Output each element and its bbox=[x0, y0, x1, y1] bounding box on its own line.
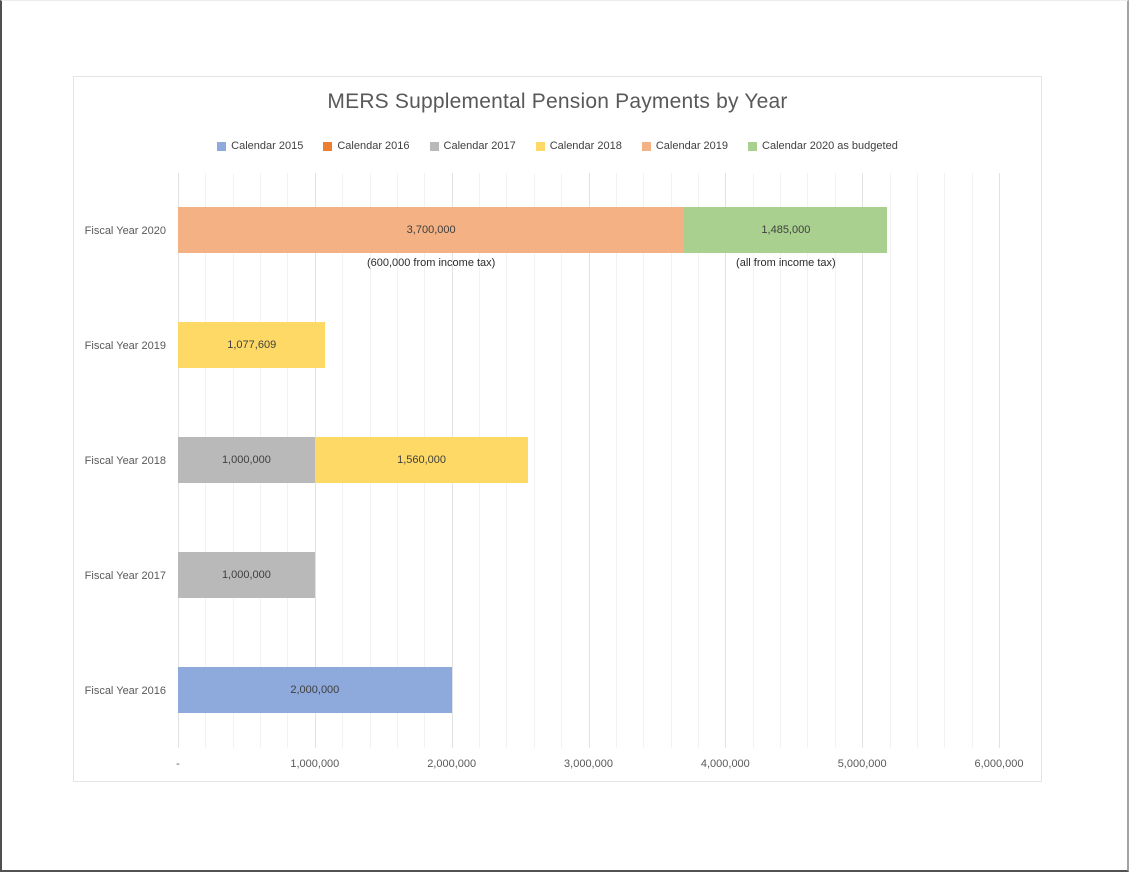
legend-item-4: Calendar 2018 bbox=[535, 140, 622, 152]
plot-area: 3,700,000 1,485,000 (600,000 from income t… bbox=[178, 173, 1000, 748]
value-axis: - 1,000,000 2,000,000 3,000,000 4,000,000 5,0… bbox=[176, 758, 1023, 772]
legend-label: Calendar 2020 as budgeted bbox=[762, 140, 898, 152]
bar-segment: 1,000,000 bbox=[178, 437, 315, 483]
legend-label: Calendar 2018 bbox=[549, 140, 622, 152]
bar-annotation: (600,000 from income tax) bbox=[366, 257, 496, 269]
legend-label: Calendar 2017 bbox=[443, 140, 516, 152]
x-tick-label: - bbox=[176, 758, 180, 770]
gridline bbox=[862, 173, 864, 748]
bar-value-label: 1,000,000 bbox=[221, 569, 271, 581]
bar-value-label: 1,560,000 bbox=[397, 454, 447, 466]
category-label: Fiscal Year 2018 bbox=[84, 454, 166, 467]
gridline bbox=[916, 173, 918, 748]
gridline bbox=[834, 173, 836, 748]
legend-swatch-icon bbox=[323, 141, 333, 151]
gridline bbox=[889, 173, 891, 748]
legend-label: Calendar 2016 bbox=[337, 140, 410, 152]
category-label: Fiscal Year 2017 bbox=[84, 569, 166, 582]
gridline bbox=[533, 173, 535, 748]
gridline bbox=[807, 173, 809, 748]
legend-swatch-icon bbox=[217, 141, 227, 151]
bar-segment: 2,000,000 bbox=[178, 667, 452, 713]
bar-value-label: 1,077,609 bbox=[227, 339, 277, 351]
category-label: Fiscal Year 2020 bbox=[84, 224, 166, 237]
chart-row: 1,000,000 1,560,000 bbox=[178, 403, 999, 518]
gridline bbox=[643, 173, 645, 748]
bar-segment: 1,485,000 bbox=[684, 207, 888, 253]
legend-swatch-icon bbox=[429, 141, 439, 151]
legend-label: Calendar 2015 bbox=[231, 140, 304, 152]
legend-label: Calendar 2019 bbox=[655, 140, 729, 152]
bar-value-label: 3,700,000 bbox=[406, 224, 456, 236]
chart-legend: Calendar 2015 Calendar 2016 Calendar 2017 C… bbox=[74, 138, 1041, 154]
x-tick-label: 6,000,000 bbox=[974, 758, 1024, 770]
gridline bbox=[752, 173, 754, 748]
bar-value-label: 1,000,000 bbox=[221, 454, 271, 466]
bar-segment: 1,000,000 bbox=[178, 552, 315, 598]
chart-row: 1,077,609 bbox=[178, 288, 999, 403]
x-tick-label: 5,000,000 bbox=[837, 758, 887, 770]
chart-row: 2,000,000 bbox=[178, 633, 999, 748]
bar-value-label: 2,000,000 bbox=[290, 684, 340, 696]
bar-value-label: 1,485,000 bbox=[761, 224, 811, 236]
legend-item-2: Calendar 2016 bbox=[323, 140, 410, 152]
gridline bbox=[615, 173, 617, 748]
gridline bbox=[697, 173, 699, 748]
legend-swatch-icon bbox=[535, 141, 545, 151]
legend-swatch-icon bbox=[641, 141, 651, 151]
legend-item-6: Calendar 2020 as budgeted bbox=[748, 140, 898, 152]
bar-segment: 3,700,000 bbox=[178, 207, 685, 253]
category-label: Fiscal Year 2019 bbox=[84, 339, 166, 352]
gridline bbox=[670, 173, 672, 748]
legend-item-3: Calendar 2017 bbox=[429, 140, 516, 152]
category-label: Fiscal Year 2016 bbox=[84, 684, 166, 697]
bar-segment: 1,560,000 bbox=[314, 437, 529, 483]
chart-row: 1,000,000 bbox=[178, 518, 999, 633]
bar-segment: 1,077,609 bbox=[178, 322, 326, 368]
chart-container: MERS Supplemental Pension Payments by Ye… bbox=[73, 76, 1042, 782]
gridline bbox=[780, 173, 782, 748]
legend-swatch-icon bbox=[748, 141, 758, 151]
legend-item-5: Calendar 2019 bbox=[641, 140, 729, 152]
chart-row: 3,700,000 1,485,000 (600,000 from income t… bbox=[178, 173, 999, 288]
x-tick-label: 1,000,000 bbox=[290, 758, 340, 770]
bar-annotation: (all from income tax) bbox=[736, 257, 836, 269]
gridline bbox=[561, 173, 563, 748]
gridline bbox=[971, 173, 973, 748]
x-tick-label: 2,000,000 bbox=[427, 758, 477, 770]
gridline bbox=[588, 173, 590, 748]
chart-title: MERS Supplemental Pension Payments by Ye… bbox=[327, 90, 788, 113]
gridline bbox=[944, 173, 946, 748]
x-tick-label: 3,000,000 bbox=[564, 758, 613, 770]
legend-item-1: Calendar 2015 bbox=[217, 140, 303, 152]
gridline bbox=[725, 173, 727, 748]
gridline bbox=[999, 173, 1000, 748]
category-axis: Fiscal Year 2020 Fiscal Year 2019 Fiscal Y… bbox=[74, 173, 166, 748]
x-tick-label: 4,000,000 bbox=[700, 758, 750, 770]
